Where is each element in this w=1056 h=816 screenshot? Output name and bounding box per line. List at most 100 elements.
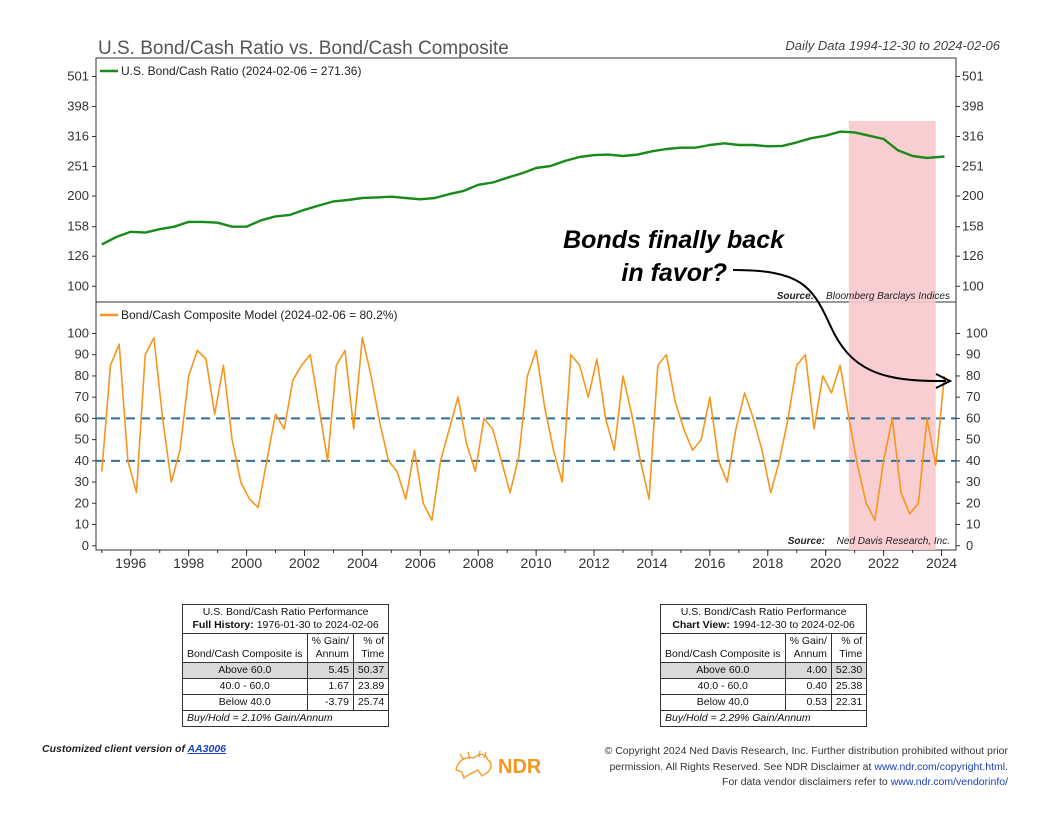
y-tick-label-left: 70 (75, 389, 89, 404)
bond-cash-ratio-line (101, 130, 945, 246)
copyright-line-2: permission. All Rights Reserved. See NDR… (558, 760, 1008, 776)
x-tick-label: 2006 (405, 555, 436, 571)
copyright-line-3: For data vendor disclaimers refer to www… (558, 775, 1008, 791)
annotation-arrowhead (935, 373, 953, 389)
date-range: Daily Data 1994-12-30 to 2024-02-06 (785, 38, 1000, 53)
row-label: 40.0 - 60.0 (660, 678, 786, 695)
row-label: Below 40.0 (660, 694, 786, 711)
row-time: 52.30 (830, 662, 868, 679)
bottom-legend-label: Bond/Cash Composite Model (2024-02-06 = … (121, 308, 398, 322)
table-row: Below 40.0 0.53 22.31 (660, 694, 868, 711)
x-tick-label: 2020 (810, 555, 841, 571)
y-tick-label-left: 30 (75, 474, 89, 489)
col-header-time-b: Time (361, 648, 385, 660)
y-tick-label-left: 251 (67, 158, 89, 173)
top-source-name: Bloomberg Barclays Indices (826, 291, 950, 302)
logo-text: NDR (498, 756, 542, 778)
annotation-line-2: in favor? (621, 259, 727, 287)
y-tick-label-left: 60 (75, 410, 89, 425)
y-tick-label-right: 0 (966, 538, 973, 553)
table-footer: Buy/Hold = 2.29% Gain/Annum (659, 710, 868, 727)
x-tick-label: 2004 (347, 555, 378, 571)
y-tick-label-right: 40 (966, 453, 980, 468)
row-gain: 1.67 (306, 678, 354, 695)
y-tick-label-left: 90 (75, 347, 89, 362)
y-tick-label-right: 60 (966, 410, 980, 425)
table-title: U.S. Bond/Cash Ratio Performance Full His… (181, 604, 390, 634)
y-tick-label-right: 100 (962, 278, 984, 293)
copyright-notice: © Copyright 2024 Ned Davis Research, Inc… (558, 744, 1008, 791)
table-row: Above 60.0 4.00 52.30 (660, 662, 868, 679)
table-period-label: Full History: (192, 619, 254, 631)
row-gain: 4.00 (784, 662, 832, 679)
x-tick-label: 2010 (521, 555, 552, 571)
y-tick-label-right: 251 (962, 158, 984, 173)
col-header-gain-a: % Gain/ (789, 635, 827, 647)
table-period-range: 1976-01-30 to 2024-02-06 (256, 619, 379, 631)
y-tick-label-left: 10 (75, 517, 89, 532)
col-header-gain: % Gain/Annum (784, 633, 832, 663)
y-tick-label-right: 70 (966, 389, 980, 404)
bottom-source-label: Source: (788, 536, 825, 547)
y-tick-label-right: 20 (966, 495, 980, 510)
row-time: 22.31 (830, 694, 868, 711)
y-tick-label-left: 158 (67, 219, 89, 234)
custom-version-note: Customized client version of AA3006 (42, 743, 226, 755)
table-row: 40.0 - 60.0 1.67 23.89 (182, 678, 390, 695)
col-header-time-a: % of (841, 635, 863, 647)
row-gain: 0.53 (784, 694, 832, 711)
performance-table-chart-view: U.S. Bond/Cash Ratio Performance Chart Vi… (659, 604, 868, 727)
copyright-link[interactable]: www.ndr.com/copyright.html. (874, 760, 1008, 773)
y-tick-label-right: 80 (966, 368, 980, 383)
y-tick-label-right: 10 (966, 517, 980, 532)
annotation-arrow (732, 269, 947, 383)
x-tick-label: 2018 (752, 555, 783, 571)
x-tick-label: 2016 (694, 555, 725, 571)
y-tick-label-left: 126 (67, 248, 89, 263)
col-header-time-b: Time (839, 648, 863, 660)
chart-frame (95, 57, 957, 551)
table-row: Above 60.0 5.45 50.37 (182, 662, 390, 679)
y-tick-label-right: 501 (962, 68, 984, 83)
col-header-time: % of Time (352, 633, 390, 663)
table-footer: Buy/Hold = 2.10% Gain/Annum (181, 710, 390, 727)
table-title-text: U.S. Bond/Cash Ratio Performance (202, 606, 369, 618)
y-tick-label-left: 200 (67, 188, 89, 203)
chart-title: U.S. Bond/Cash Ratio vs. Bond/Cash Compo… (98, 38, 509, 59)
table-period-range: 1994-12-30 to 2024-02-06 (732, 619, 855, 631)
copyright-line-2-text: permission. All Rights Reserved. See NDR… (609, 760, 875, 773)
vendorinfo-link[interactable]: www.ndr.com/vendorinfo/ (890, 776, 1008, 788)
custom-version-prefix: Customized client version of (42, 743, 188, 755)
row-time: 25.74 (352, 694, 390, 711)
x-tick-label: 2012 (578, 555, 609, 571)
col-header-gain-b: Annum (793, 648, 827, 660)
y-tick-label-right: 398 (962, 98, 984, 113)
annotation-line-1: Bonds finally back (563, 226, 785, 254)
top-source-label: Source: (777, 291, 814, 302)
row-gain: -3.79 (306, 694, 354, 711)
copyright-line-1: © Copyright 2024 Ned Davis Research, Inc… (604, 745, 1008, 757)
y-tick-label-left: 316 (67, 128, 89, 143)
y-tick-label-left: 100 (67, 278, 89, 293)
col-header-time-a: % of (363, 635, 385, 647)
x-tick-label: 2014 (636, 555, 667, 571)
x-tick-label: 1998 (173, 555, 204, 571)
top-legend-label: U.S. Bond/Cash Ratio (2024-02-06 = 271.3… (121, 64, 361, 78)
y-tick-label-right: 126 (962, 248, 984, 263)
aa3006-link[interactable]: AA3006 (187, 743, 226, 755)
y-tick-label-right: 90 (966, 347, 980, 362)
y-tick-label-right: 200 (962, 188, 984, 203)
y-tick-label-left: 50 (75, 432, 89, 447)
row-label: Above 60.0 (182, 662, 308, 679)
row-time: 50.37 (352, 662, 390, 679)
x-tick-label: 2002 (289, 555, 320, 571)
row-gain: 0.40 (784, 678, 832, 695)
y-tick-label-left: 501 (67, 68, 89, 83)
table-row: Below 40.0 -3.79 25.74 (182, 694, 390, 711)
bottom-source-name: Ned Davis Research, Inc. (837, 536, 950, 547)
bond-cash-composite-line (101, 336, 946, 522)
copyright-line-3-text: For data vendor disclaimers refer to (722, 776, 891, 788)
row-label: Above 60.0 (660, 662, 786, 679)
row-gain: 5.45 (306, 662, 354, 679)
